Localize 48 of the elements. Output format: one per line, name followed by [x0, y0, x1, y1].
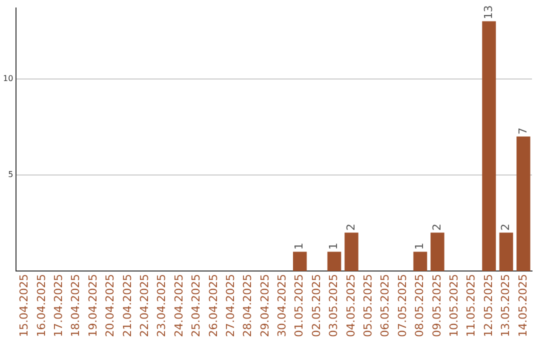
x-tick-label: 01.05.2025: [292, 274, 306, 338]
x-tick-label: 29.04.2025: [258, 274, 272, 338]
x-tick-label: 25.04.2025: [190, 274, 203, 338]
x-tick-label: 02.05.2025: [310, 274, 323, 338]
bar: [293, 252, 307, 272]
bar: [344, 232, 358, 272]
bar: [413, 252, 428, 272]
x-tick-label: 14.05.2025: [516, 274, 530, 338]
x-tick-label: 16.04.2025: [34, 274, 48, 338]
x-tick-label: 26.04.2025: [206, 274, 220, 338]
x-tick-label: 06.05.2025: [378, 274, 392, 338]
x-tick-label: 15.04.2025: [18, 274, 31, 338]
y-tick-label: 5: [8, 170, 14, 180]
bar: [499, 232, 514, 272]
x-tick-label: 17.04.2025: [52, 274, 66, 338]
x-tick-label: 23.04.2025: [155, 274, 168, 338]
data-label: 13: [482, 5, 495, 20]
x-tick-label: 27.04.2025: [224, 274, 237, 338]
bar: [327, 252, 342, 272]
data-label: 2: [430, 224, 444, 231]
x-tick-label: 30.04.2025: [276, 274, 289, 338]
x-tick-label: 24.04.2025: [172, 274, 186, 338]
x-tick-label: 07.05.2025: [396, 274, 409, 338]
bar: [516, 136, 530, 272]
x-tick-label: 19.04.2025: [86, 274, 100, 338]
x-tick-label: 10.05.2025: [447, 274, 460, 338]
x-tick-label: 03.05.2025: [327, 274, 340, 338]
x-tick-label: 18.04.2025: [69, 274, 82, 338]
data-label: 1: [413, 242, 426, 250]
data-label: 2: [344, 224, 358, 231]
x-tick-label: 09.05.2025: [430, 274, 444, 338]
x-tick-label: 05.05.2025: [362, 274, 375, 338]
x-tick-label: 22.04.2025: [138, 274, 151, 338]
data-label: 7: [516, 128, 530, 135]
x-tick-label: 28.04.2025: [241, 274, 254, 338]
x-tick-label: 12.05.2025: [482, 274, 495, 338]
data-label: 2: [499, 224, 512, 231]
x-tick-label: 11.05.2025: [464, 274, 478, 338]
x-tick-label: 20.04.2025: [104, 274, 117, 338]
y-tick-label: 10: [2, 74, 14, 83]
data-label: 1: [292, 242, 306, 250]
x-tick-label: 21.04.2025: [120, 274, 134, 338]
x-tick-label: 13.05.2025: [499, 274, 512, 338]
x-tick-label: 04.05.2025: [344, 274, 358, 338]
bar: [482, 21, 496, 272]
bar: [430, 232, 444, 272]
x-tick-label: 08.05.2025: [413, 274, 426, 338]
data-label: 1: [327, 242, 340, 250]
